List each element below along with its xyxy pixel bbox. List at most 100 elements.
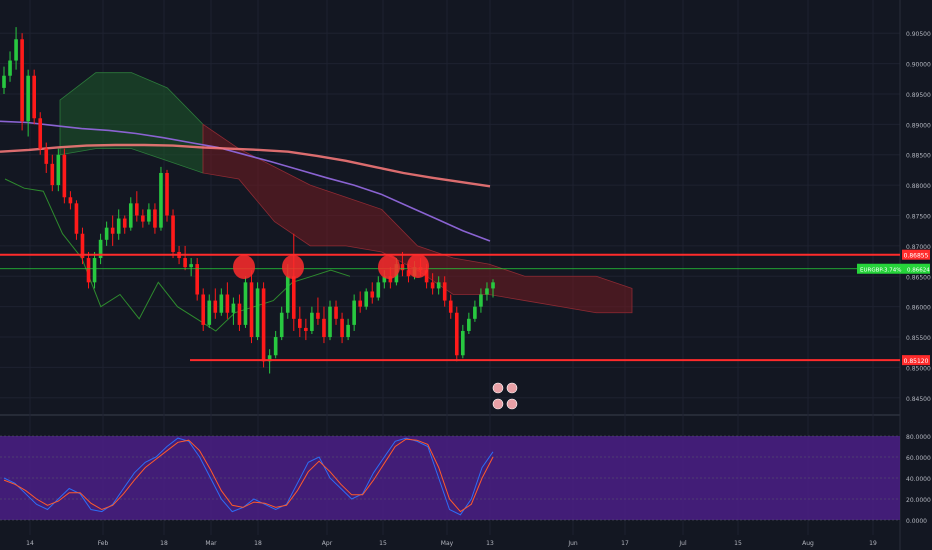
swing-high-marker [282,255,304,279]
y-tick-label: 0.87000 [906,244,931,251]
candle-body [467,318,471,331]
x-tick-label: 19 [869,540,877,547]
candle-body [473,306,477,319]
candle-body [159,172,163,228]
candle-body [141,215,145,222]
candle-body [14,39,18,61]
stoch-y-tick-label: 40.0000 [906,476,931,483]
candle-body [74,203,79,234]
candle-body [424,270,429,283]
candle-body [110,227,115,234]
candle-body [285,276,290,313]
event-marker-icon [492,398,504,410]
x-tick-label: Jul [678,540,687,547]
candle-body [104,227,109,240]
event-marker-icon [506,398,518,410]
y-tick-label: 0.85000 [906,365,931,372]
candle-body [171,215,175,252]
candle-body [436,282,441,289]
y-tick-label: 0.89500 [906,92,931,99]
symbol-label: EURGBP [860,268,883,274]
candle-body [32,75,36,119]
candle-body [448,300,453,313]
swing-high-marker [233,255,255,279]
x-tick-label: May [441,540,454,547]
candle-body [291,276,296,319]
candle-body [430,282,435,289]
x-tick-label: 15 [379,540,387,547]
candle-body [86,258,91,283]
x-tick-label: 18 [160,540,168,547]
candle-body [189,264,193,268]
candle-body [231,303,236,313]
stoch-y-tick-label: 80.0000 [906,434,931,441]
y-tick-label: 0.90000 [906,62,931,69]
candle-body [243,282,248,325]
candle-body [364,291,369,307]
support-price-badge [902,355,930,366]
candle-body [310,312,314,331]
x-tick-label: 13 [486,540,494,547]
candle-body [219,294,224,313]
stoch-y-tick-label: 0.0000 [906,518,927,525]
y-tick-label: 0.85500 [906,335,931,342]
candle-body [376,282,381,298]
candle-body [352,300,356,325]
candle-body [255,288,260,338]
candle-body [56,154,61,186]
candle-body [328,306,332,338]
x-tick-label: Aug [802,540,814,547]
candle-body [461,330,465,356]
swing-high-marker [407,254,429,278]
candle-body [128,203,133,228]
candle-body [388,276,393,283]
axes: 0.90500 0.90000 0.89500 0.89000 0.88500 0.880… [26,31,931,547]
candle-body [479,294,483,307]
x-tick-label: Apr [322,540,333,547]
candle-body [267,355,272,362]
candle-body [147,209,151,222]
stoch-y-tick-label: 60.0000 [906,455,931,462]
x-tick-label: 18 [254,540,262,547]
annotations: 0.86855 0.85120 EURGBP -3.74% 0.86624 [233,249,930,410]
event-marker-icon [506,382,518,394]
candle-body [2,75,6,88]
candle-body [334,306,338,319]
ichimoku-cloud-bearish [202,123,633,314]
candle-body [68,197,73,204]
candle-body [454,312,459,356]
candle-body [8,60,12,76]
price-panel[interactable] [0,27,900,374]
y-tick-label: 0.86500 [906,274,931,281]
y-tick-label: 0.89000 [906,122,931,129]
candle-body [20,39,24,122]
candle-body [62,154,67,198]
candle-body [26,75,30,122]
x-tick-label: 17 [621,540,629,547]
candle-body [273,337,278,356]
candle-body [279,312,284,338]
candle-body [201,294,206,325]
candle-body [44,148,49,164]
y-tick-label: 0.86000 [906,305,931,312]
candle-body [38,118,43,149]
x-tick-label: Mar [205,540,217,547]
candle-body [165,172,169,216]
candle-body [358,300,362,307]
change-label: -3.74% [882,268,901,274]
y-tick-label: 0.88000 [906,183,931,190]
resistance-price-label: 0.86855 [904,253,929,260]
resistance-price-badge [902,249,930,260]
x-tick-label: 14 [26,540,34,547]
candle-body [304,327,308,331]
current-price-label: 0.86624 [907,268,930,274]
stochastic-panel[interactable] [0,435,900,521]
event-marker-icon [492,382,504,394]
candle-body [225,294,230,313]
y-tick-label: 0.88500 [906,153,931,160]
candle-body [346,324,350,338]
candle-body [249,282,254,338]
candle-body [213,300,218,313]
candle-body [116,218,121,234]
